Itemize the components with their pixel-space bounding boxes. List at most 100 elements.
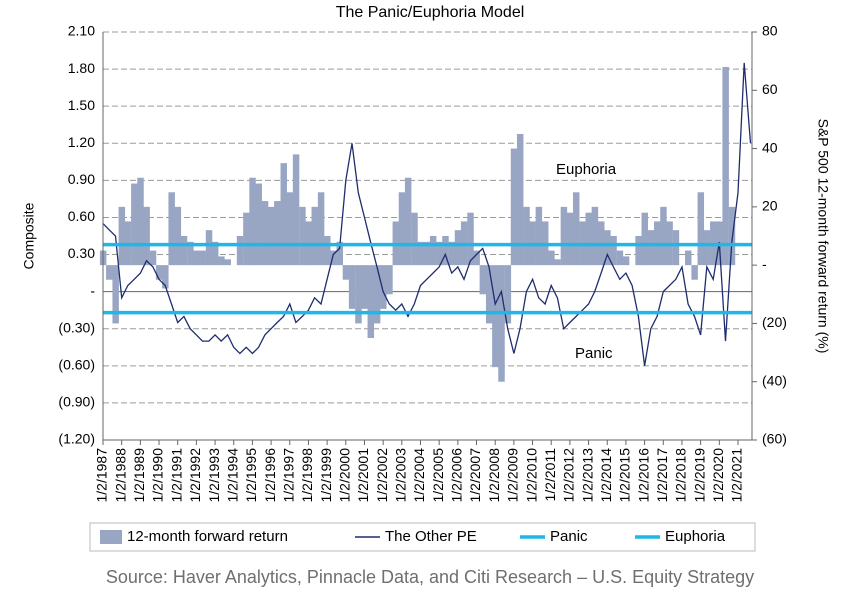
return-bar [510,148,518,266]
return-bar [473,250,480,266]
x-tick-label: 1/2/2006 [449,448,465,503]
x-tick-label: 1/2/2014 [598,448,614,503]
y-tick-label: - [90,282,95,298]
x-tick-label: 1/2/2012 [561,448,577,503]
return-bar [143,206,150,266]
return-bar [168,192,175,266]
x-tick-label: 1/2/2010 [523,448,539,503]
x-tick-label: 1/2/1998 [299,448,315,503]
return-bar [180,236,188,266]
y2-tick-label: 20 [762,198,778,214]
x-tick-label: 1/2/1994 [224,448,240,503]
x-tick-label: 1/2/2015 [617,448,633,503]
x-tick-label: 1/2/1995 [243,448,259,503]
return-bar [280,163,287,266]
return-bar [330,250,337,266]
return-bar [703,230,711,266]
return-bar [722,66,729,266]
footnote: Source: Haver Analytics, Pinnacle Data, … [106,567,754,587]
return-bar [386,265,393,295]
legend-box [89,522,756,552]
annotation: Panic [575,345,613,362]
return-bar [498,265,505,382]
x-tick-label: 1/2/2005 [430,448,446,503]
x-tick-label: 1/2/1992 [187,448,203,503]
x-tick-label: 1/2/2019 [691,448,707,503]
return-bar [193,250,200,266]
y2-tick-label: (40) [762,372,787,388]
x-tick-label: 1/2/2009 [505,448,521,503]
return-bar [367,265,375,338]
return-bar [218,256,225,266]
return-bar [174,206,182,266]
y2-tick-label: (20) [762,314,787,330]
return-bar [131,183,138,266]
return-bar [454,230,462,266]
chart-title: The Panic/Euphoria Model [336,4,525,21]
return-bar [118,206,126,266]
return-bar [267,206,275,266]
return-bar [436,241,443,266]
y-tick-label: (0.30) [58,319,95,335]
return-bar [548,250,555,266]
x-tick-label: 1/2/1997 [280,448,296,503]
return-bar [342,265,350,280]
return-bar [112,265,119,324]
x-tick-label: 1/2/2007 [467,448,483,503]
x-tick-label: 1/2/1988 [112,448,128,503]
return-bar [286,192,294,266]
return-bar [249,177,256,266]
return-bar [560,206,568,266]
return-bar [635,236,642,266]
y-tick-label: (1.20) [58,431,95,447]
x-tick-label: 1/2/1993 [206,448,222,503]
x-tick-label: 1/2/2008 [486,448,502,503]
return-bar [373,265,381,324]
return-bar [641,212,649,266]
return-bar [467,212,474,266]
return-bar [404,177,412,266]
x-tick-label: 1/2/2018 [673,448,689,503]
return-bar [243,212,250,266]
return-bar [442,236,449,266]
return-bar [572,192,580,266]
return-bar [660,206,667,266]
y2-tick-label: 60 [762,81,778,97]
return-bar [566,212,574,266]
x-tick-label: 1/2/2002 [374,448,390,503]
return-bar [211,241,219,266]
return-bar [554,259,561,266]
x-tick-label: 1/2/2001 [355,448,371,503]
y-tick-label: 1.20 [68,134,95,150]
x-tick-label: 1/2/2017 [654,448,670,503]
legend-label: Panic [550,528,588,545]
return-bar [106,265,113,280]
return-bar [672,230,680,266]
return-bar [299,206,306,266]
return-bar [616,250,624,266]
x-tick-label: 1/2/2011 [542,448,558,502]
y2-tick-label: 40 [762,139,778,155]
return-bar [274,201,281,266]
x-tick-label: 1/2/1991 [168,448,184,503]
legend-label: Euphoria [665,528,726,545]
return-bar [149,250,157,266]
return-bar [324,236,331,266]
return-bar [236,236,244,266]
x-tick-label: 1/2/2003 [393,448,409,503]
return-bar [224,259,231,266]
legend-label: The Other PE [385,528,477,545]
return-bar [591,206,599,266]
return-bar [423,241,431,266]
x-tick-label: 1/2/1996 [262,448,278,503]
legend-swatch [100,530,122,544]
y-tick-label: 1.50 [68,97,95,113]
y2-tick-label: (60) [762,431,787,447]
y-tick-label: 0.90 [68,171,95,187]
return-bar [261,201,269,266]
return-bar [535,206,543,266]
annotation: Euphoria [556,161,617,178]
return-bar [398,192,406,266]
y-tick-label: 2.10 [68,23,95,39]
